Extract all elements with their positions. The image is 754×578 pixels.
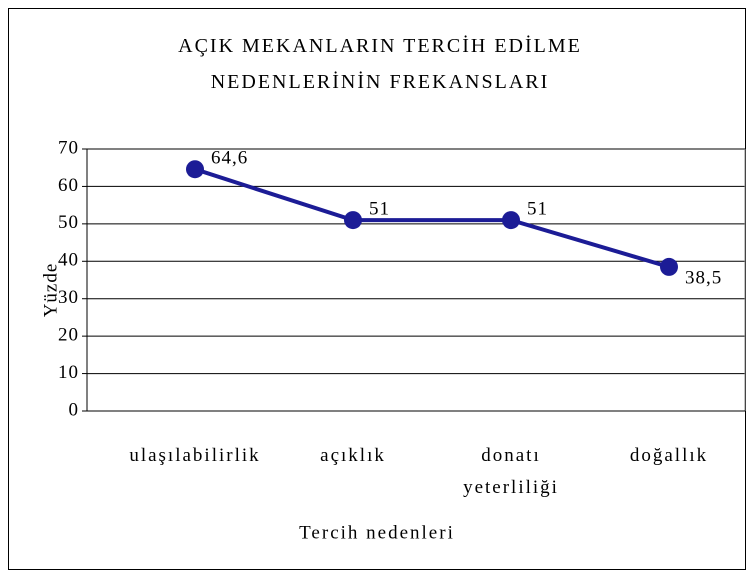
y-tick-label: 50: [58, 212, 79, 233]
marker: [502, 211, 520, 230]
x-tick-label: donatı yeterliliği: [463, 445, 559, 498]
marker: [344, 211, 362, 230]
data-label: 51: [527, 198, 548, 219]
data-label: 51: [369, 198, 390, 219]
y-tick-label: 30: [58, 287, 79, 308]
marker: [186, 160, 204, 179]
marker: [660, 257, 678, 276]
y-tick-label: 60: [58, 175, 79, 196]
x-tick-label: açıklık: [320, 445, 386, 466]
y-tick-label: 40: [58, 250, 79, 271]
line: [194, 167, 670, 269]
chart-title: AÇIK MEKANLARIN TERCİH EDİLME NEDENLERİN…: [178, 35, 582, 93]
x-axis-title: Tercih nedenleri: [299, 522, 455, 543]
data-label: 38,5: [685, 267, 722, 288]
x-tick-label: ulaşılabilirlik: [129, 445, 261, 466]
y-tick-label: 70: [58, 137, 79, 158]
y-tick-label: 20: [58, 325, 79, 346]
y-tick-label: 0: [69, 399, 80, 420]
x-tick-label: doğallık: [629, 445, 709, 466]
y-axis-title: Yüzde: [40, 263, 61, 318]
y-tick-label: 10: [58, 362, 79, 383]
data-label: 64,6: [211, 148, 248, 169]
